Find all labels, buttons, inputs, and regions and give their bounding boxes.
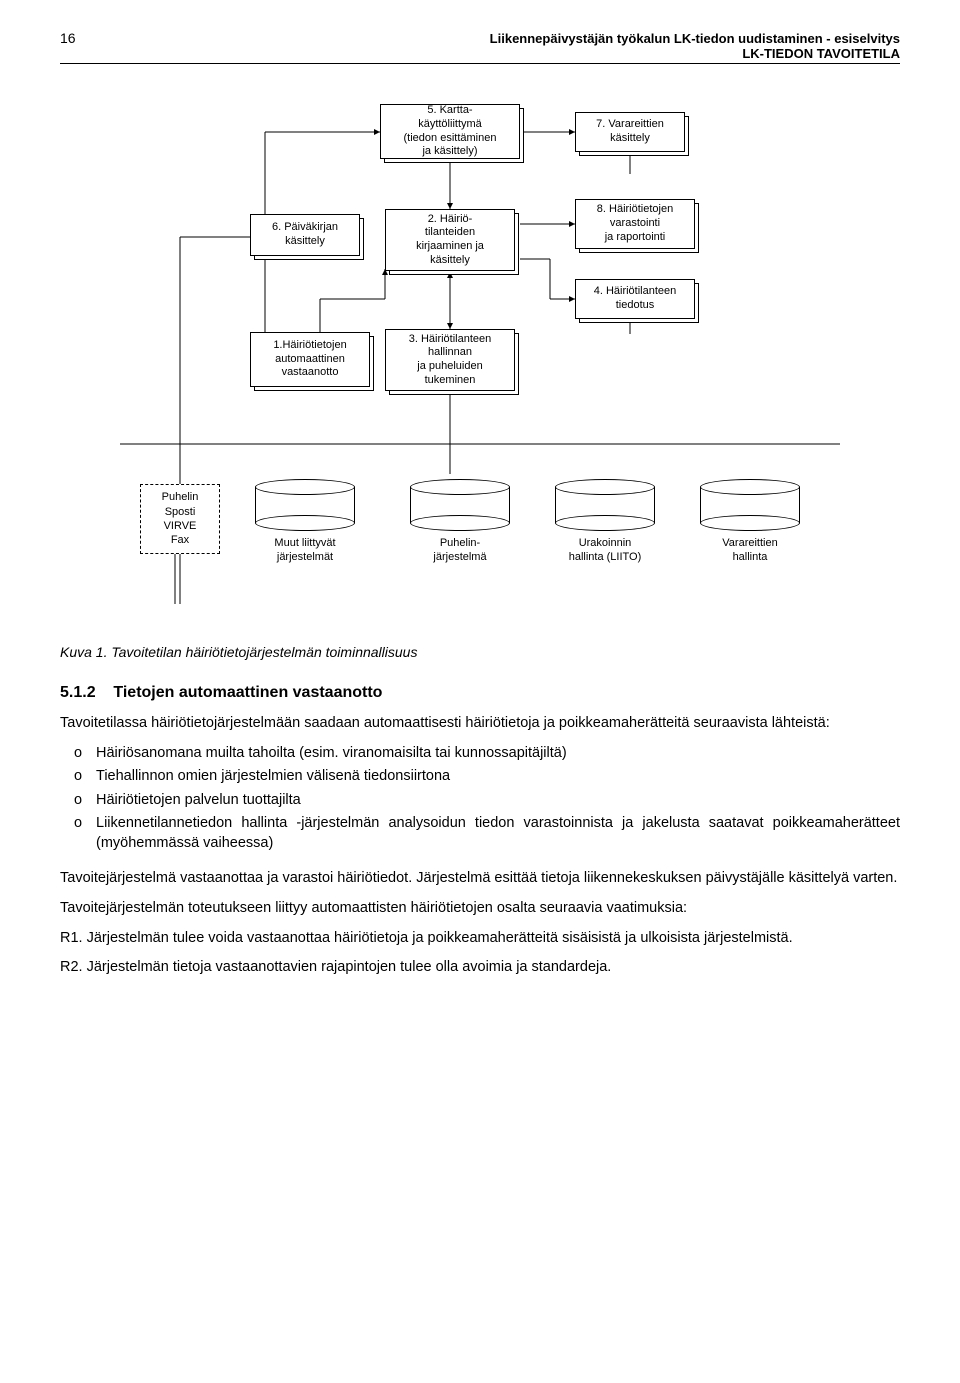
box-2-hairiotilanteet: 2. Häiriö- tilanteiden kirjaaminen ja kä…	[385, 209, 515, 271]
box-8-label: 8. Häiriötietojen varastointi ja raporto…	[575, 199, 695, 249]
section-heading: 5.1.2 Tietojen automaattinen vastaanotto	[60, 684, 900, 702]
box-3-hallinta: 3. Häiriötilanteen hallinnan ja puheluid…	[385, 329, 515, 391]
source-list: Häiriösanomana muilta tahoilta (esim. vi…	[60, 744, 900, 854]
box-1-label: 1.Häiriötietojen automaattinen vastaanot…	[250, 332, 370, 387]
system-diagram: 5. Kartta- käyttöliittymä (tiedon esittä…	[120, 104, 840, 624]
list-item: Häiriötietojen palvelun tuottajilta	[96, 791, 900, 811]
cylinder-1-label: Muut liittyvät järjestelmät	[255, 537, 355, 565]
list-item: Liikennetilannetiedon hallinta -järjeste…	[96, 814, 900, 853]
requirement-1: R1. Järjestelmän tulee voida vastaanotta…	[60, 929, 900, 949]
paragraph-intro: Tavoitetilassa häiriötietojärjestelmään …	[60, 714, 900, 734]
cylinder-2-label: Puhelin- järjestelmä	[410, 537, 510, 565]
cylinder-varareitit: Varareittien hallinta	[700, 479, 800, 565]
header-title-1: Liikennepäivystäjän työkalun LK-tiedon u…	[490, 31, 900, 46]
header-title-2: LK-TIEDON TAVOITETILA	[180, 46, 900, 61]
box-4-tiedotus: 4. Häiriötilanteen tiedotus	[575, 279, 695, 319]
cylinder-puhelin: Puhelin- järjestelmä	[410, 479, 510, 565]
list-item: Tiehallinnon omien järjestelmien välisen…	[96, 767, 900, 787]
paragraph-2: Tavoitejärjestelmä vastaanottaa ja varas…	[60, 869, 900, 889]
box-7-varareitit: 7. Varareittien käsittely	[575, 112, 685, 152]
cylinder-4-label: Varareittien hallinta	[700, 537, 800, 565]
cylinder-3-label: Urakoinnin hallinta (LIITO)	[555, 537, 655, 565]
figure-caption: Kuva 1. Tavoitetilan häiriötietojärjeste…	[60, 644, 900, 660]
box-5-label: 5. Kartta- käyttöliittymä (tiedon esittä…	[380, 104, 520, 159]
box-3-label: 3. Häiriötilanteen hallinnan ja puheluid…	[385, 329, 515, 391]
box-5-karttakayttoliittyma: 5. Kartta- käyttöliittymä (tiedon esittä…	[380, 104, 520, 159]
list-item: Häiriösanomana muilta tahoilta (esim. vi…	[96, 744, 900, 764]
paragraph-3: Tavoitejärjestelmän toteutukseen liittyy…	[60, 899, 900, 919]
section-number: 5.1.2	[60, 684, 96, 701]
cylinder-urakointi: Urakoinnin hallinta (LIITO)	[555, 479, 655, 565]
cylinder-muut-jarjestelmat: Muut liittyvät järjestelmät	[255, 479, 355, 565]
page-number: 16	[60, 30, 180, 46]
box-6-paivakirja: 6. Päiväkirjan käsittely	[250, 214, 360, 256]
box-inputs: Puhelin Sposti VIRVE Fax	[140, 484, 220, 554]
box-1-vastaanotto: 1.Häiriötietojen automaattinen vastaanot…	[250, 332, 370, 387]
box-4-label: 4. Häiriötilanteen tiedotus	[575, 279, 695, 319]
header-titles: Liikennepäivystäjän työkalun LK-tiedon u…	[180, 31, 900, 61]
requirement-2: R2. Järjestelmän tietoja vastaanottavien…	[60, 958, 900, 978]
page-header: 16 Liikennepäivystäjän työkalun LK-tiedo…	[60, 30, 900, 64]
box-6-label: 6. Päiväkirjan käsittely	[250, 214, 360, 256]
box-7-label: 7. Varareittien käsittely	[575, 112, 685, 152]
section-title: Tietojen automaattinen vastaanotto	[113, 684, 382, 701]
box-2-label: 2. Häiriö- tilanteiden kirjaaminen ja kä…	[385, 209, 515, 271]
box-8-varastointi: 8. Häiriötietojen varastointi ja raporto…	[575, 199, 695, 249]
